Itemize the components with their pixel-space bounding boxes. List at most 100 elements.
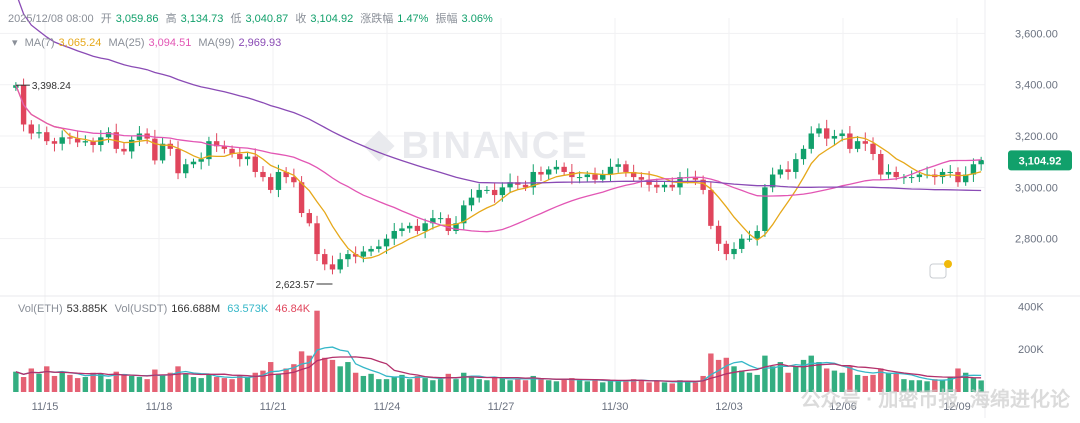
low-value: 3,040.87: [245, 13, 289, 25]
volume-bar: [275, 373, 282, 392]
candle-down: [638, 177, 645, 180]
candle-down: [90, 141, 96, 146]
volume-bar: [383, 379, 390, 392]
ma-legend[interactable]: ▾ MA(7) 3,065.24 MA(25) 3,094.51 MA(99) 2,9…: [12, 36, 285, 49]
volume-bar: [793, 366, 799, 392]
volume-bar: [970, 378, 977, 392]
ma7-value: 3,065.24: [58, 37, 102, 49]
candle-down: [708, 189, 714, 226]
volume-bar: [20, 377, 27, 392]
volume-bar: [839, 372, 845, 392]
volume-bar: [584, 381, 591, 392]
candle-up: [128, 139, 135, 152]
volume-bar: [955, 368, 961, 392]
candle-up: [530, 171, 536, 188]
volume-bar: [105, 379, 112, 392]
volume-bar: [576, 380, 583, 392]
candle-up: [947, 171, 953, 173]
high-value: 3,134.73: [180, 13, 224, 25]
volume-bar: [545, 380, 552, 392]
volume-bar: [67, 374, 73, 392]
volume-bar: [823, 368, 830, 392]
candle-down: [692, 177, 699, 180]
candle-up: [545, 169, 552, 175]
volume-bar: [445, 373, 452, 392]
candle-down: [878, 154, 884, 175]
volume-bar: [646, 382, 652, 392]
volume-legend: Vol(ETH) 53.885K Vol(USDT) 166.688M 63.573…: [18, 303, 314, 315]
volume-bar: [769, 366, 776, 392]
volume-bar: [600, 382, 606, 392]
candle-up: [769, 174, 776, 188]
candle-down: [893, 171, 899, 178]
volume-bar: [684, 381, 691, 392]
volume-bar: [476, 379, 482, 392]
low-label: 低: [230, 13, 242, 25]
watermark-text: 公众号 · 加密币报: [800, 389, 959, 411]
candle-down: [306, 213, 313, 224]
volume-bar: [538, 379, 544, 392]
y-tick-label: 3,400.00: [1015, 80, 1058, 92]
watermark-text-2: 海绵进化论: [970, 389, 1070, 411]
candle-up: [437, 218, 444, 220]
candle-down: [67, 137, 73, 139]
candle-up: [383, 238, 390, 247]
candle-up: [793, 159, 799, 172]
volume-bar: [167, 372, 174, 392]
y-tick-label: 3,000.00: [1015, 182, 1058, 194]
volume-bar: [74, 378, 81, 392]
volume-bar: [422, 378, 428, 392]
candle-down: [74, 138, 81, 143]
volume-bar: [175, 366, 181, 392]
candle-down: [152, 138, 158, 161]
volume-bar: [298, 351, 305, 392]
candle-up: [600, 174, 606, 180]
candle-down: [561, 166, 567, 172]
candle-up: [800, 148, 807, 160]
volume-bar: [530, 375, 536, 392]
candle-down: [491, 189, 498, 196]
volume-bar: [522, 380, 529, 392]
volume-bar: [237, 375, 243, 392]
volume-bar: [98, 373, 104, 392]
volume-bar: [731, 366, 737, 392]
volume-bar: [870, 374, 876, 392]
x-tick-label: 11/18: [146, 401, 173, 413]
volume-bar: [708, 353, 714, 392]
vol-eth-value: 53.885K: [66, 303, 108, 315]
candle-up: [275, 171, 282, 190]
volume-bar: [484, 380, 490, 392]
binance-watermark: BINANCE: [401, 125, 588, 167]
volume-bar: [136, 377, 143, 392]
volume-bar: [13, 371, 19, 392]
candle-up: [831, 136, 838, 139]
vol-usdt-label: Vol(USDT): [114, 303, 168, 315]
volume-bar: [406, 379, 413, 392]
volume-bar: [885, 372, 892, 392]
volume-bar: [345, 362, 351, 392]
candle-up: [584, 174, 591, 178]
chevron-icon[interactable]: ▾: [12, 37, 18, 49]
volume-bar: [700, 375, 706, 392]
volume-bar: [800, 359, 807, 392]
candle-up: [190, 161, 197, 165]
volume-bar: [213, 377, 220, 392]
volume-bar: [831, 370, 838, 392]
candle-up: [607, 166, 614, 175]
amplitude-value: 3.06%: [461, 13, 493, 25]
candle-up: [430, 218, 436, 224]
chart-tool-icon: [929, 263, 947, 279]
volume-bar: [630, 379, 637, 392]
candle-down: [322, 254, 328, 265]
volume-bar: [893, 373, 899, 392]
candle-up: [499, 187, 506, 196]
candle-up: [422, 223, 428, 231]
current-price-tag: [1008, 150, 1072, 171]
candle-datetime: 2025/12/08 08:00: [8, 13, 94, 25]
ma99-label: MA(99): [198, 37, 235, 49]
candle-down: [175, 148, 181, 174]
candle-down: [291, 177, 297, 183]
volume-bar: [144, 379, 150, 392]
